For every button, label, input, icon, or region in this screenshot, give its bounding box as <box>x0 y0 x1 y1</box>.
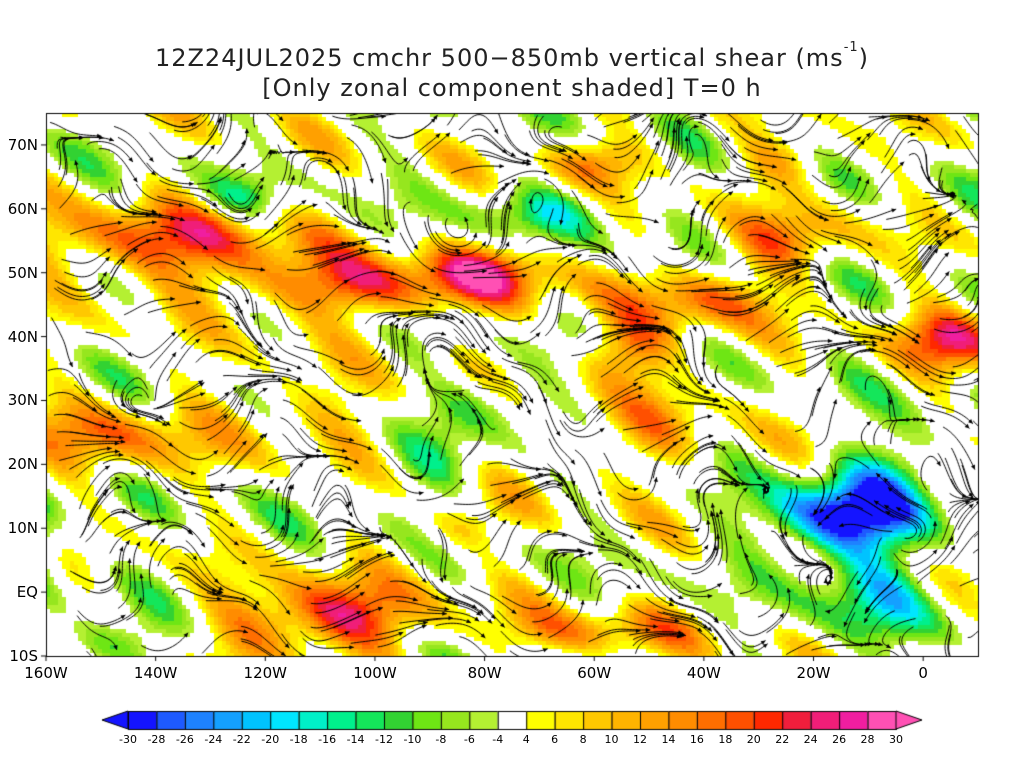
colorbar-label: -24 <box>204 733 223 746</box>
lat-tick-label: 30N <box>7 391 38 410</box>
colorbar-label: -18 <box>289 733 308 746</box>
colorbar-label: 6 <box>551 733 559 746</box>
colorbar-label: -8 <box>435 733 447 746</box>
lon-tick-label: 20W <box>796 664 831 682</box>
lon-tick-label: 40W <box>686 664 721 682</box>
lat-tick-label: 60N <box>7 199 38 218</box>
lon-tick-label: 0 <box>918 664 928 682</box>
colorbar-label: 12 <box>633 733 647 746</box>
colorbar-label: -26 <box>175 733 194 746</box>
lon-tick-label: 140W <box>133 664 178 682</box>
colorbar-label: -6 <box>463 733 475 746</box>
lat-tick-label: 40N <box>7 327 38 346</box>
chart-title-line1: 12Z24JUL2025 cmchr 500−850mb vertical sh… <box>154 40 870 72</box>
colorbar-label: -12 <box>375 733 393 746</box>
colorbar-label: -10 <box>403 733 422 746</box>
colorbar-label: -14 <box>346 733 365 746</box>
colorbar-label: 22 <box>775 733 790 746</box>
colorbar-label: 30 <box>889 733 903 746</box>
lat-tick-label: EQ <box>16 583 38 602</box>
colorbar-label: -28 <box>147 733 166 746</box>
colorbar-label: -16 <box>318 733 337 746</box>
colorbar-label: 10 <box>604 733 619 746</box>
colorbar-label: -22 <box>232 733 251 746</box>
lat-tick-label: 20N <box>7 455 38 474</box>
lon-tick-label: 60W <box>577 664 612 682</box>
colorbar-label: 4 <box>522 733 530 746</box>
lat-tick-label: 10S <box>9 647 38 665</box>
lon-tick-label: 120W <box>243 664 288 682</box>
chart-title-line2: [Only zonal component shaded] T=0 h <box>262 74 762 102</box>
colorbar-label: 16 <box>689 733 704 746</box>
lon-tick-label: 80W <box>467 664 502 682</box>
lat-tick-label: 70N <box>7 135 38 154</box>
lat-tick-label: 50N <box>7 263 38 282</box>
colorbar-label: 24 <box>803 733 818 746</box>
colorbar-label: -4 <box>492 733 504 746</box>
colorbar-label: -30 <box>119 733 137 746</box>
colorbar-label: 8 <box>579 733 587 746</box>
lon-tick-label: 100W <box>353 664 397 682</box>
colorbar-label: 28 <box>860 733 875 746</box>
lat-tick-label: 10N <box>7 519 38 538</box>
colorbar-label: 18 <box>718 733 733 746</box>
colorbar-label: -20 <box>261 733 280 746</box>
lon-tick-label: 160W <box>24 664 68 682</box>
colorbar-label: 26 <box>832 733 847 746</box>
colorbar-label: 14 <box>661 733 676 746</box>
colorbar-label: 20 <box>746 733 761 746</box>
